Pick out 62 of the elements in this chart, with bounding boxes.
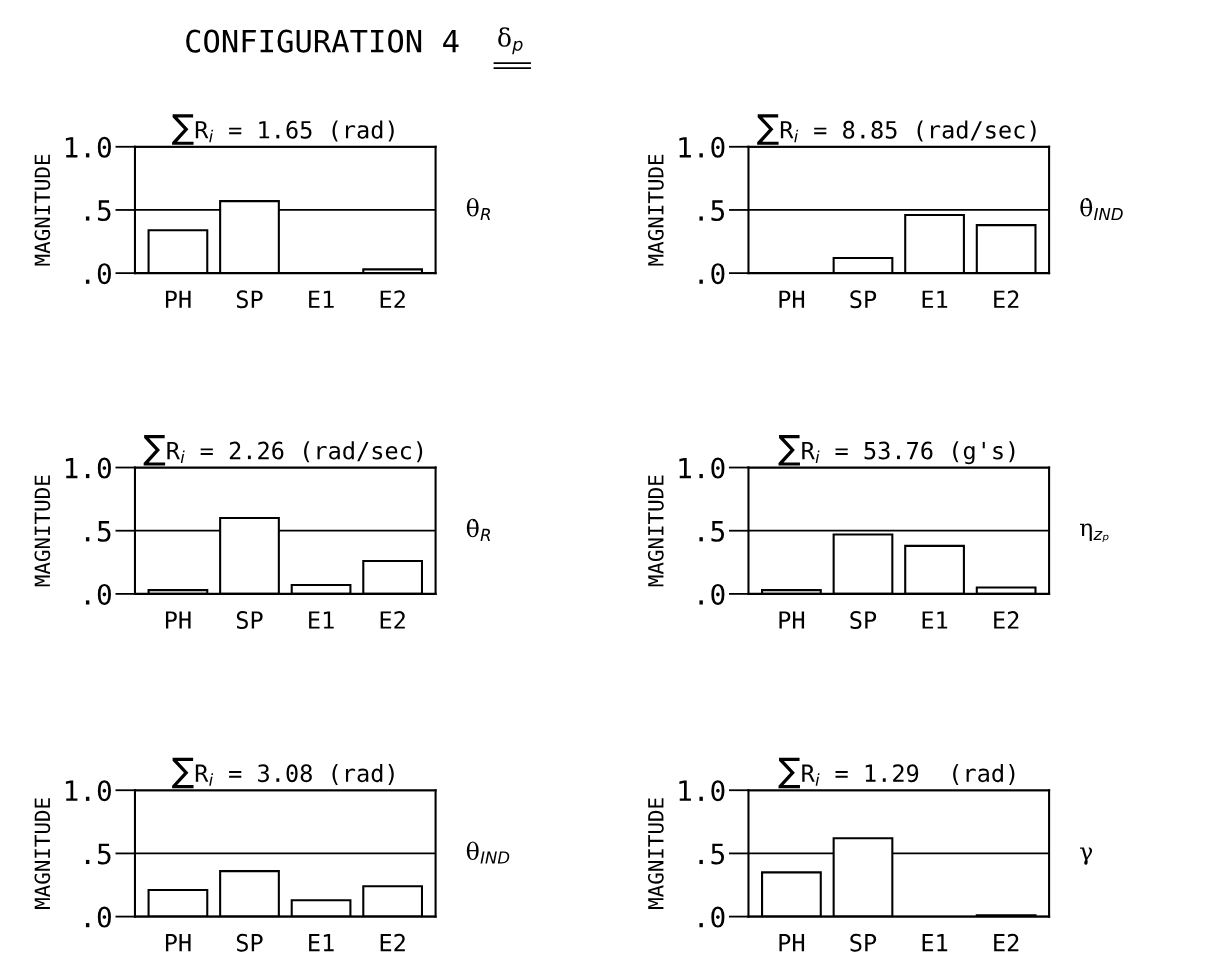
x-tick-label: PH (165, 934, 191, 952)
x-tick-label: SP (850, 290, 877, 309)
text: θ̇$_{R}$ (466, 518, 491, 541)
text: δ$_{p}$ (498, 27, 523, 55)
x-tick-label: E2 (380, 933, 405, 952)
x-tick-label: SP (850, 933, 877, 952)
x-tick-label: SP (236, 933, 263, 952)
x-tick-label: SP (236, 611, 263, 629)
y-tick-label: .5 (85, 521, 111, 542)
text: η$_{zₚ}$ (1080, 523, 1109, 542)
y-tick-label: .0 (85, 263, 111, 285)
y-tick-label: .5 (699, 843, 725, 865)
chart-title: ∑R$_{i}$ = 2.26 (rad/sec) (143, 435, 423, 466)
text: θ$_{R}$ (466, 198, 491, 221)
x-tick-label: E2 (994, 933, 1019, 952)
y-tick-label: .5 (85, 200, 111, 221)
x-tick-label: E1 (309, 934, 334, 952)
chart-title: ∑R$_{i}$ = 1.29 (rad) (778, 757, 1015, 789)
y-axis-title: MAGNITUDE (34, 475, 51, 587)
y-tick-label: .5 (699, 521, 725, 542)
y-tick-label: 1.0 (679, 457, 725, 479)
y-axis-title: MAGNITUDE (647, 475, 664, 587)
x-tick-label: E2 (994, 611, 1019, 629)
y-tick-label: 1.0 (65, 780, 111, 802)
y-axis-title: MAGNITUDE (647, 154, 664, 266)
y-tick-label: 1.0 (65, 457, 111, 479)
y-tick-label: .0 (699, 583, 725, 605)
y-tick-label: 1.0 (679, 780, 725, 802)
x-tick-label: PH (779, 611, 805, 629)
text: θ̇$_{IND}$ (1080, 198, 1123, 221)
y-axis-title: MAGNITUDE (34, 798, 51, 909)
y-tick-label: 1.0 (679, 136, 725, 158)
y-axis-title: MAGNITUDE (34, 154, 51, 266)
chart-title: ∑R$_{i}$ = 8.85 (rad/sec) (757, 114, 1036, 145)
y-tick-label: .0 (699, 906, 725, 928)
x-tick-label: E1 (922, 290, 948, 308)
x-tick-label: E1 (309, 290, 334, 308)
text: CONFIGURATION 4 (186, 29, 459, 53)
y-tick-label: .0 (699, 263, 725, 285)
x-tick-label: PH (779, 290, 805, 308)
x-tick-label: PH (779, 934, 805, 952)
chart-title: ∑R$_{i}$ = 3.08 (rad) (172, 757, 394, 789)
y-tick-label: .0 (85, 906, 111, 928)
y-tick-label: 1.0 (65, 136, 111, 158)
x-tick-label: PH (165, 290, 191, 308)
x-tick-label: E2 (994, 290, 1019, 308)
x-tick-label: E1 (922, 934, 948, 952)
x-tick-label: E1 (922, 611, 948, 629)
y-tick-label: .5 (699, 200, 725, 221)
x-tick-label: E1 (309, 611, 334, 629)
y-tick-label: .0 (85, 583, 111, 605)
y-tick-label: .5 (85, 843, 111, 865)
x-tick-label: PH (165, 611, 191, 629)
chart-title: ∑R$_{i}$ = 1.65 (rad) (172, 114, 394, 145)
y-axis-title: MAGNITUDE (647, 798, 664, 909)
x-tick-label: E2 (380, 290, 405, 308)
text: γ (1080, 847, 1093, 865)
chart-title: ∑R$_{i}$ = 53.76 (g's) (778, 435, 1015, 466)
x-tick-label: SP (236, 290, 263, 309)
text: θ$_{IND}$ (466, 841, 510, 864)
x-tick-label: SP (850, 611, 877, 629)
x-tick-label: E2 (380, 611, 405, 629)
